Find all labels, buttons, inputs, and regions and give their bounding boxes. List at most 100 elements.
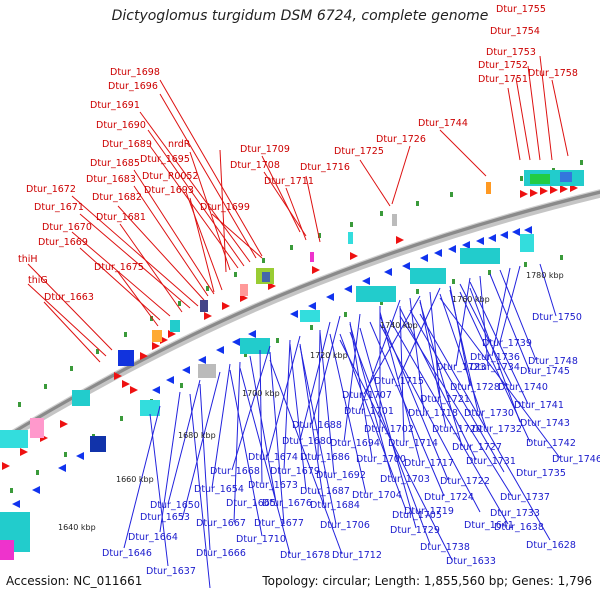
- gene-label-top[interactable]: Dtur_1669: [38, 237, 88, 248]
- gene-label-bottom[interactable]: Dtur_1722: [440, 476, 490, 487]
- gene-label-bottom[interactable]: Dtur_1715: [374, 376, 424, 387]
- gene-label-bottom[interactable]: Dtur_1637: [146, 566, 196, 577]
- gene-label-bottom[interactable]: Dtur_1686: [300, 452, 350, 463]
- gene-label-top[interactable]: Dtur_1751: [478, 74, 528, 85]
- gene-label-top[interactable]: Dtur_1689: [102, 139, 152, 150]
- gene-label-bottom[interactable]: Dtur_1728: [450, 382, 500, 393]
- gene-label-bottom[interactable]: Dtur_1720: [432, 424, 482, 435]
- gene-label-bottom[interactable]: Dtur_1736: [470, 352, 520, 363]
- gene-label-bottom[interactable]: Dtur_1633: [446, 556, 496, 567]
- gene-label-bottom[interactable]: Dtur_1732: [472, 424, 522, 435]
- gene-label-bottom[interactable]: Dtur_1712: [332, 550, 382, 561]
- gene-label-top[interactable]: Dtur_1685: [90, 158, 140, 169]
- gene-label-bottom[interactable]: Dtur_1743: [520, 418, 570, 429]
- gene-label-bottom[interactable]: Dtur_1710: [236, 534, 286, 545]
- gene-label-bottom[interactable]: Dtur_1638: [494, 522, 544, 533]
- gene-label-bottom[interactable]: Dtur_1673: [248, 480, 298, 491]
- gene-label-bottom[interactable]: Dtur_1665: [226, 498, 276, 509]
- gene-label-bottom[interactable]: Dtur_1653: [140, 512, 190, 523]
- gene-label-top[interactable]: Dtur_R0052: [142, 171, 199, 182]
- gene-label-bottom[interactable]: Dtur_1746: [552, 454, 600, 465]
- gene-label-bottom[interactable]: Dtur_1734: [470, 362, 520, 373]
- gene-label-bottom[interactable]: Dtur_1731: [466, 456, 516, 467]
- gene-label-top[interactable]: Dtur_1725: [334, 146, 384, 157]
- gene-label-top[interactable]: Dtur_1670: [42, 222, 92, 233]
- gene-label-bottom[interactable]: Dtur_1684: [310, 500, 360, 511]
- gene-label-bottom[interactable]: Dtur_1727: [452, 442, 502, 453]
- gene-label-bottom[interactable]: Dtur_1667: [196, 518, 246, 529]
- gene-label-bottom[interactable]: Dtur_1641: [464, 520, 514, 531]
- gene-label-bottom[interactable]: Dtur_1679: [270, 466, 320, 477]
- gene-label-bottom[interactable]: Dtur_1654: [194, 484, 244, 495]
- gene-label-bottom[interactable]: Dtur_1723: [436, 362, 486, 373]
- gene-label-bottom[interactable]: Dtur_1741: [514, 400, 564, 411]
- gene-label-bottom[interactable]: Dtur_1646: [102, 548, 152, 559]
- gene-label-top[interactable]: Dtur_1755: [496, 4, 546, 15]
- gene-label-bottom[interactable]: Dtur_1737: [500, 492, 550, 503]
- gene-label-top[interactable]: Dtur_1726: [376, 134, 426, 145]
- gene-label-top[interactable]: Dtur_1753: [486, 47, 536, 58]
- gene-label-bottom[interactable]: Dtur_1740: [498, 382, 548, 393]
- gene-label-bottom[interactable]: Dtur_1668: [210, 466, 260, 477]
- gene-label-top[interactable]: Dtur_1711: [264, 176, 314, 187]
- gene-label-bottom[interactable]: Dtur_1738: [420, 542, 470, 553]
- gene-label-top[interactable]: Dtur_1698: [110, 67, 160, 78]
- gene-label-bottom[interactable]: Dtur_1702: [364, 424, 414, 435]
- gene-label-bottom[interactable]: Dtur_1664: [128, 532, 178, 543]
- gene-label-top[interactable]: Dtur_1716: [300, 162, 350, 173]
- gene-label-top[interactable]: Dtur_1708: [230, 160, 280, 171]
- gene-label-top[interactable]: Dtur_1675: [94, 262, 144, 273]
- gene-label-bottom[interactable]: Dtur_1703: [380, 474, 430, 485]
- gene-label-top[interactable]: thiG: [28, 275, 48, 286]
- gene-label-bottom[interactable]: Dtur_1705: [392, 510, 442, 521]
- gene-label-top[interactable]: Dtur_1695: [140, 154, 190, 165]
- gene-label-bottom[interactable]: Dtur_1730: [464, 408, 514, 419]
- gene-label-bottom[interactable]: Dtur_1680: [282, 436, 332, 447]
- gene-label-top[interactable]: Dtur_1758: [528, 68, 578, 79]
- gene-label-top[interactable]: Dtur_1696: [108, 81, 158, 92]
- gene-label-top[interactable]: Dtur_1754: [490, 26, 540, 37]
- gene-label-bottom[interactable]: Dtur_1687: [300, 486, 350, 497]
- gene-label-bottom[interactable]: Dtur_1735: [516, 468, 566, 479]
- gene-label-top[interactable]: Dtur_1699: [200, 202, 250, 213]
- gene-label-bottom[interactable]: Dtur_1729: [390, 525, 440, 536]
- gene-label-top[interactable]: Dtur_1671: [34, 202, 84, 213]
- gene-label-top[interactable]: Dtur_1752: [478, 60, 528, 71]
- gene-label-bottom[interactable]: Dtur_1721: [420, 394, 470, 405]
- gene-label-bottom[interactable]: Dtur_1742: [526, 438, 576, 449]
- gene-label-bottom[interactable]: Dtur_1677: [254, 518, 304, 529]
- gene-label-bottom[interactable]: Dtur_1719: [404, 506, 454, 517]
- gene-label-top[interactable]: Dtur_1693: [144, 185, 194, 196]
- gene-label-bottom[interactable]: Dtur_1714: [388, 438, 438, 449]
- gene-label-bottom[interactable]: Dtur_1628: [526, 540, 576, 551]
- gene-label-bottom[interactable]: Dtur_1701: [344, 406, 394, 417]
- gene-label-bottom[interactable]: Dtur_1692: [316, 470, 366, 481]
- gene-label-bottom[interactable]: Dtur_1706: [320, 520, 370, 531]
- gene-label-bottom[interactable]: Dtur_1717: [404, 458, 454, 469]
- gene-label-bottom[interactable]: Dtur_1739: [482, 338, 532, 349]
- gene-label-bottom[interactable]: Dtur_1733: [490, 508, 540, 519]
- gene-label-top[interactable]: Dtur_1672: [26, 184, 76, 195]
- gene-label-top[interactable]: Dtur_1683: [86, 174, 136, 185]
- gene-label-top[interactable]: Dtur_1690: [96, 120, 146, 131]
- gene-label-bottom[interactable]: Dtur_1704: [352, 490, 402, 501]
- gene-label-bottom[interactable]: Dtur_1676: [262, 498, 312, 509]
- gene-label-bottom[interactable]: Dtur_1678: [280, 550, 330, 561]
- gene-label-top[interactable]: Dtur_1691: [90, 100, 140, 111]
- gene-label-top[interactable]: Dtur_1663: [44, 292, 94, 303]
- gene-label-bottom[interactable]: Dtur_1700: [356, 454, 406, 465]
- gene-label-bottom[interactable]: Dtur_1666: [196, 548, 246, 559]
- gene-label-bottom[interactable]: Dtur_1718: [408, 408, 458, 419]
- gene-label-bottom[interactable]: Dtur_1694: [330, 438, 380, 449]
- gene-label-bottom[interactable]: Dtur_1688: [292, 420, 342, 431]
- gene-label-bottom[interactable]: Dtur_1707: [342, 390, 392, 401]
- gene-label-top[interactable]: Dtur_1681: [96, 212, 146, 223]
- gene-label-bottom[interactable]: Dtur_1748: [528, 356, 578, 367]
- gene-label-bottom[interactable]: Dtur_1674: [248, 452, 298, 463]
- gene-label-bottom[interactable]: Dtur_1745: [520, 366, 570, 377]
- gene-label-bottom[interactable]: Dtur_1750: [532, 312, 582, 323]
- gene-label-bottom[interactable]: Dtur_1724: [424, 492, 474, 503]
- gene-label-top[interactable]: Dtur_1709: [240, 144, 290, 155]
- gene-label-top[interactable]: Dtur_1682: [92, 192, 142, 203]
